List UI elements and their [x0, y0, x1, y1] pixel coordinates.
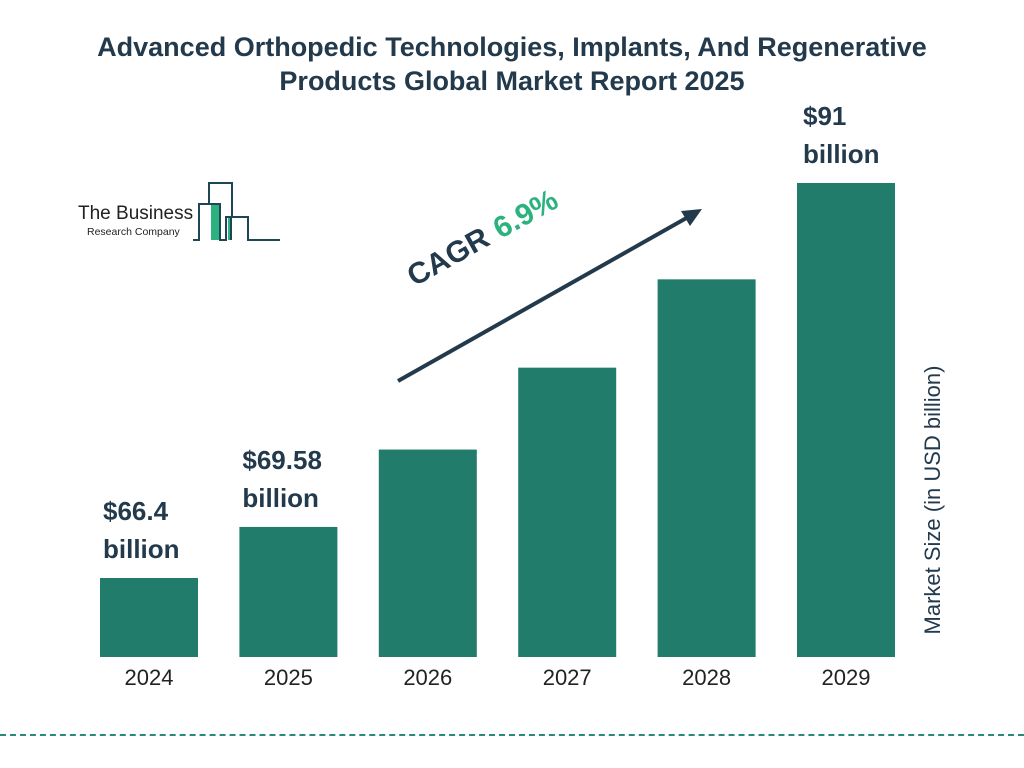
data-label-line: $69.58	[242, 444, 322, 475]
logo-text: The Business	[78, 203, 194, 224]
bar-2028	[657, 279, 756, 657]
logo: The Business Research Company	[78, 180, 288, 245]
x-tick-label: 2025	[263, 665, 313, 690]
data-label-line: billion	[803, 139, 880, 169]
chart-title: Advanced Orthopedic Technologies, Implan…	[97, 32, 927, 96]
bar-2024	[100, 578, 198, 657]
bar-2025	[239, 526, 338, 657]
bar-2026	[378, 449, 477, 657]
data-label-line: $91	[803, 101, 847, 131]
x-tick-label: 2028	[682, 665, 732, 690]
logo-buildings-icon	[193, 182, 280, 241]
data-label-line: billion	[242, 482, 319, 513]
x-tick-label: 2029	[821, 665, 871, 690]
data-label: $66.4 billion	[103, 492, 180, 568]
logo-subtext: Research Company	[87, 226, 180, 238]
cagr-arrow-head	[681, 209, 702, 226]
x-tick-label: 2026	[403, 665, 453, 690]
data-label-line: $66.4	[103, 496, 169, 526]
x-tick-label: 2024	[124, 665, 174, 690]
bar-2029	[797, 183, 895, 657]
y-axis-label: Market Size (in USD billion)	[920, 365, 945, 635]
cagr-arrow-line	[397, 214, 691, 383]
data-label: $91 billion	[803, 97, 880, 173]
data-label: $69.58 billion	[242, 441, 322, 517]
bar-2027	[518, 367, 617, 657]
data-label-line: billion	[103, 534, 180, 564]
x-tick-label: 2027	[542, 665, 592, 690]
dashed-divider	[0, 734, 1024, 736]
